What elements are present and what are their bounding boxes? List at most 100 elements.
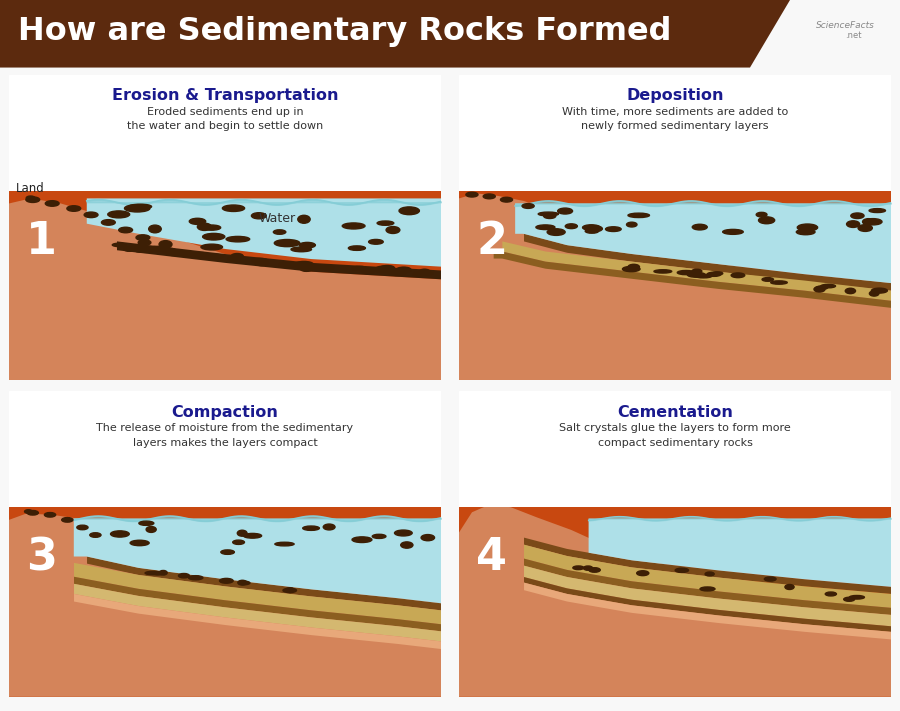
Polygon shape [502,242,891,301]
Ellipse shape [323,524,335,530]
Ellipse shape [299,242,315,248]
Polygon shape [74,563,441,624]
Ellipse shape [285,588,294,592]
Ellipse shape [821,284,835,288]
Ellipse shape [536,225,555,230]
Ellipse shape [388,270,405,275]
Ellipse shape [222,205,245,211]
Ellipse shape [76,525,88,530]
Ellipse shape [770,281,788,284]
Ellipse shape [759,217,775,224]
Ellipse shape [589,567,600,572]
Ellipse shape [413,272,423,276]
Ellipse shape [129,204,151,209]
Ellipse shape [688,272,706,277]
Ellipse shape [585,229,598,233]
Ellipse shape [202,233,225,240]
Ellipse shape [369,240,383,244]
Ellipse shape [565,224,578,229]
Ellipse shape [154,247,166,251]
Ellipse shape [24,510,32,513]
Ellipse shape [547,229,565,235]
Ellipse shape [692,224,707,230]
Text: How are Sedimentary Rocks Formed: How are Sedimentary Rocks Formed [18,16,671,48]
Ellipse shape [386,227,400,233]
Polygon shape [494,252,891,308]
Ellipse shape [255,260,268,266]
Text: With time, more sediments are added to
newly formed sedimentary layers: With time, more sediments are added to n… [562,107,788,131]
Ellipse shape [348,246,365,250]
Ellipse shape [626,222,637,227]
Polygon shape [524,559,891,615]
Ellipse shape [119,228,132,232]
Ellipse shape [298,215,310,223]
Ellipse shape [764,577,776,581]
Ellipse shape [252,258,267,262]
Ellipse shape [27,510,39,515]
Ellipse shape [797,224,817,231]
Ellipse shape [45,201,59,206]
Ellipse shape [228,256,241,261]
Ellipse shape [154,572,163,575]
Polygon shape [459,193,891,380]
Ellipse shape [162,248,176,253]
Ellipse shape [194,252,210,257]
Ellipse shape [102,220,115,225]
Text: The release of moisture from the sedimentary
layers makes the layers compact: The release of moisture from the sedimen… [96,423,354,447]
Ellipse shape [623,267,640,272]
Polygon shape [515,203,891,283]
Ellipse shape [182,252,194,257]
Polygon shape [524,577,891,632]
Ellipse shape [707,272,721,277]
Ellipse shape [220,550,234,555]
Polygon shape [74,518,441,603]
Ellipse shape [376,269,393,272]
Ellipse shape [134,247,148,252]
Ellipse shape [352,537,372,542]
Ellipse shape [850,213,864,218]
Ellipse shape [310,265,324,269]
Ellipse shape [201,244,222,250]
Polygon shape [524,566,891,626]
Ellipse shape [274,542,294,546]
Polygon shape [524,545,891,608]
Ellipse shape [522,203,535,208]
Ellipse shape [301,267,312,272]
Ellipse shape [796,229,815,235]
Ellipse shape [139,247,153,252]
Ellipse shape [243,533,262,538]
Ellipse shape [845,288,856,294]
Ellipse shape [226,236,249,242]
Ellipse shape [785,584,794,589]
Ellipse shape [843,597,855,602]
Ellipse shape [421,535,435,541]
Ellipse shape [274,230,286,235]
Text: Deposition: Deposition [626,88,724,103]
Ellipse shape [178,574,189,578]
Text: 1: 1 [26,220,58,263]
Polygon shape [87,557,441,610]
Ellipse shape [85,212,98,218]
Ellipse shape [62,518,73,522]
Ellipse shape [654,269,671,273]
Polygon shape [0,0,790,68]
Ellipse shape [206,254,222,259]
Ellipse shape [139,240,151,245]
Text: ScienceFacts: ScienceFacts [815,21,875,31]
Text: Salt crystals glue the layers to form more
compact sedimentary rocks: Salt crystals glue the layers to form mo… [559,423,791,447]
Ellipse shape [373,534,386,538]
Ellipse shape [418,272,433,275]
Ellipse shape [279,262,296,267]
Polygon shape [117,241,441,279]
Ellipse shape [342,223,365,229]
Ellipse shape [239,582,250,584]
Text: Eroded sediments end up in
the water and begin to settle down: Eroded sediments end up in the water and… [127,107,323,131]
Ellipse shape [558,208,572,214]
Ellipse shape [847,221,860,228]
Ellipse shape [695,274,712,278]
Ellipse shape [220,578,233,583]
Ellipse shape [816,286,828,289]
Ellipse shape [583,566,593,570]
Ellipse shape [678,270,695,274]
Polygon shape [459,505,891,697]
